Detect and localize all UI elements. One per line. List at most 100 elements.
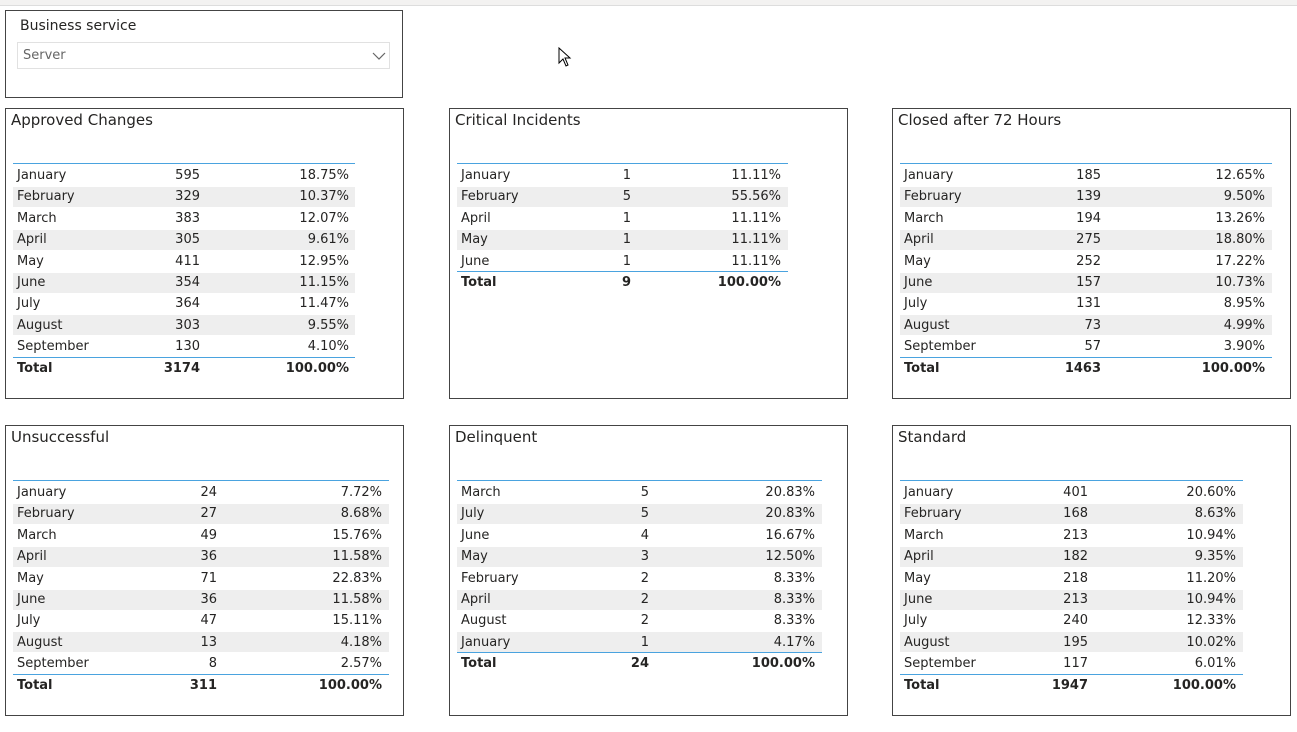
month-cell: February <box>17 189 75 205</box>
month-cell: July <box>461 506 485 522</box>
month-cell: February <box>17 506 75 522</box>
month-cell: Total <box>904 677 940 693</box>
percent-cell: 11.58% <box>332 549 382 565</box>
month-cell: May <box>461 549 488 565</box>
percent-cell: 12.50% <box>765 549 815 565</box>
percent-cell: 17.22% <box>1215 253 1265 269</box>
count-cell: 354 <box>175 275 200 290</box>
month-cell: June <box>904 592 933 607</box>
count-cell: 194 <box>1076 210 1101 226</box>
count-cell: 47 <box>200 613 217 629</box>
month-cell: June <box>904 275 933 290</box>
slicer[interactable]: Business service Server <box>5 10 403 98</box>
table-visual: Closed after 72 Hours January 185 12.65% Feb… <box>892 108 1291 399</box>
month-cell: May <box>17 253 44 269</box>
count-cell: 213 <box>1063 527 1088 543</box>
percent-cell: 8.33% <box>773 613 815 629</box>
row-shade <box>900 546 1243 567</box>
percent-cell: 100.00% <box>751 656 815 672</box>
row-shade <box>13 546 389 567</box>
total-line <box>13 356 355 358</box>
chevron <box>372 52 386 60</box>
month-cell: February <box>904 506 962 522</box>
count-cell: 3174 <box>163 360 200 376</box>
month-cell: September <box>904 656 976 672</box>
month-cell: August <box>461 613 507 629</box>
row-shade <box>900 503 1243 524</box>
table-visual: Standard January 401 20.60% February 168 8.63%… <box>892 425 1291 716</box>
count-cell: 24 <box>630 656 649 672</box>
percent-cell: 10.02% <box>1186 634 1236 650</box>
cursor <box>558 47 572 67</box>
month-cell: August <box>17 317 63 333</box>
header-line <box>13 480 389 481</box>
percent-cell: 12.33% <box>1186 613 1236 629</box>
count-cell: 595 <box>175 168 200 183</box>
count-cell: 2 <box>640 613 649 629</box>
percent-cell: 100.00% <box>717 275 781 290</box>
count-cell: 57 <box>1084 339 1101 355</box>
percent-cell: 9.50% <box>1223 189 1265 205</box>
percent-cell: 11.47% <box>299 296 349 312</box>
month-cell: February <box>904 189 962 205</box>
row-shade <box>13 315 355 336</box>
percent-cell: 6.01% <box>1194 656 1236 672</box>
percent-cell: 20.60% <box>1186 485 1236 500</box>
month-cell: June <box>461 253 490 269</box>
count-cell: 9 <box>621 275 631 290</box>
count-cell: 5 <box>640 506 649 522</box>
percent-cell: 8.33% <box>773 570 815 586</box>
row-shade <box>457 503 822 524</box>
month-cell: January <box>904 485 954 500</box>
percent-cell: 16.67% <box>765 527 815 543</box>
month-cell: January <box>17 168 67 183</box>
month-cell: August <box>17 634 63 650</box>
row-shade <box>900 272 1272 293</box>
percent-cell: 4.17% <box>773 634 815 650</box>
month-cell: February <box>461 570 519 586</box>
percent-cell: 11.20% <box>1186 570 1236 586</box>
visual-title: Unsuccessful <box>11 428 110 446</box>
count-cell: 303 <box>175 317 200 333</box>
total-line <box>900 673 1243 675</box>
count-cell: 130 <box>175 339 200 355</box>
month-cell: May <box>461 232 488 248</box>
ribbon-strip <box>0 0 1297 6</box>
percent-cell: 11.11% <box>731 168 781 183</box>
percent-cell: 11.11% <box>731 232 781 248</box>
month-cell: Total <box>461 275 497 290</box>
row-shade <box>13 589 389 610</box>
row-shade <box>13 229 355 250</box>
percent-cell: 8.33% <box>773 592 815 607</box>
percent-cell: 20.83% <box>765 485 815 500</box>
percent-cell: 4.18% <box>340 634 382 650</box>
row-shade <box>13 186 355 207</box>
percent-cell: 10.37% <box>299 189 349 205</box>
row-shade <box>457 546 822 567</box>
percent-cell: 8.63% <box>1194 506 1236 522</box>
visual-title: Approved Changes <box>11 111 153 129</box>
percent-cell: 20.83% <box>765 506 815 522</box>
percent-cell: 9.35% <box>1194 549 1236 565</box>
count-cell: 71 <box>200 570 217 586</box>
count-cell: 168 <box>1063 506 1088 522</box>
month-cell: July <box>904 613 928 629</box>
dropdown[interactable]: Server <box>17 42 390 69</box>
month-cell: May <box>17 570 44 586</box>
count-cell: 1947 <box>1051 677 1088 693</box>
month-cell: Total <box>17 360 53 376</box>
row-shade <box>457 589 822 610</box>
header-line <box>457 480 822 481</box>
count-cell: 185 <box>1076 168 1101 183</box>
percent-cell: 4.99% <box>1223 317 1265 333</box>
count-cell: 411 <box>175 253 200 269</box>
count-cell: 383 <box>175 210 200 226</box>
table-visual: Approved Changes January 595 18.75% February… <box>5 108 404 399</box>
table-visual: Delinquent March 5 20.83% July 5 20.83% June 4 16… <box>449 425 848 716</box>
percent-cell: 11.11% <box>731 210 781 226</box>
visual-title: Standard <box>898 428 967 446</box>
month-cell: March <box>904 527 944 543</box>
count-cell: 364 <box>175 296 200 312</box>
month-cell: June <box>461 527 490 543</box>
visual-title: Closed after 72 Hours <box>898 111 1062 129</box>
